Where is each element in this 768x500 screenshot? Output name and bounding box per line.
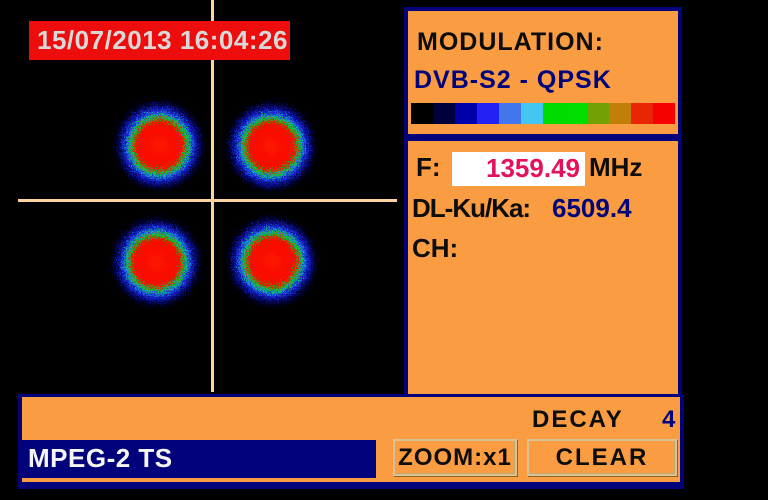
bottom-bar: DECAY 4 MPEG-2 TS ZOOM:x1 CLEAR [18,394,684,489]
constellation-axis-vertical [211,0,214,392]
decay-value: 4 [662,406,676,433]
zoom-button[interactable]: ZOOM:x1 [393,439,517,476]
frequency-unit: MHz [589,152,643,182]
modulation-section: MODULATION: DVB-S2 - QPSK [408,11,678,134]
transport-stream-status: MPEG-2 TS [22,440,376,478]
channel-label: CH: [412,233,459,263]
frequency-value-field[interactable]: 1359.49 [452,152,585,186]
clear-button[interactable]: CLEAR [527,439,677,476]
colorbar-segment [433,103,455,124]
datetime-banner: 15/07/2013 16:04:26 [29,21,290,60]
colorbar-segment [631,103,653,124]
intensity-colorbar [411,103,675,124]
constellation-point [108,94,202,188]
colorbar-segment [411,103,433,124]
modulation-label: MODULATION: [417,28,604,56]
downlink-value: 6509.4 [552,193,632,223]
colorbar-segment [653,103,675,124]
bottom-bar-inner: DECAY 4 MPEG-2 TS ZOOM:x1 CLEAR [22,397,680,482]
colorbar-segment [477,103,499,124]
modulation-value: DVB-S2 - QPSK [414,66,612,94]
decay-label: DECAY [532,406,624,433]
qpsk-constellation-plot [105,94,315,305]
constellation-axis-horizontal [18,199,397,202]
constellation-point [220,95,314,189]
colorbar-segment [587,103,609,124]
colorbar-segment [565,103,587,124]
frequency-label: F: [416,152,441,182]
colorbar-segment [455,103,477,124]
downlink-label: DL-Ku/Ka: [412,193,531,223]
constellation-point [105,211,199,305]
info-panel: MODULATION: DVB-S2 - QPSK F: 1359.49 MHz… [404,7,682,398]
colorbar-segment [543,103,565,124]
colorbar-segment [499,103,521,124]
tuning-section: F: 1359.49 MHz DL-Ku/Ka: 6509.4 CH: [408,141,678,394]
colorbar-segment [609,103,631,124]
constellation-point [221,210,315,304]
colorbar-segment [521,103,543,124]
